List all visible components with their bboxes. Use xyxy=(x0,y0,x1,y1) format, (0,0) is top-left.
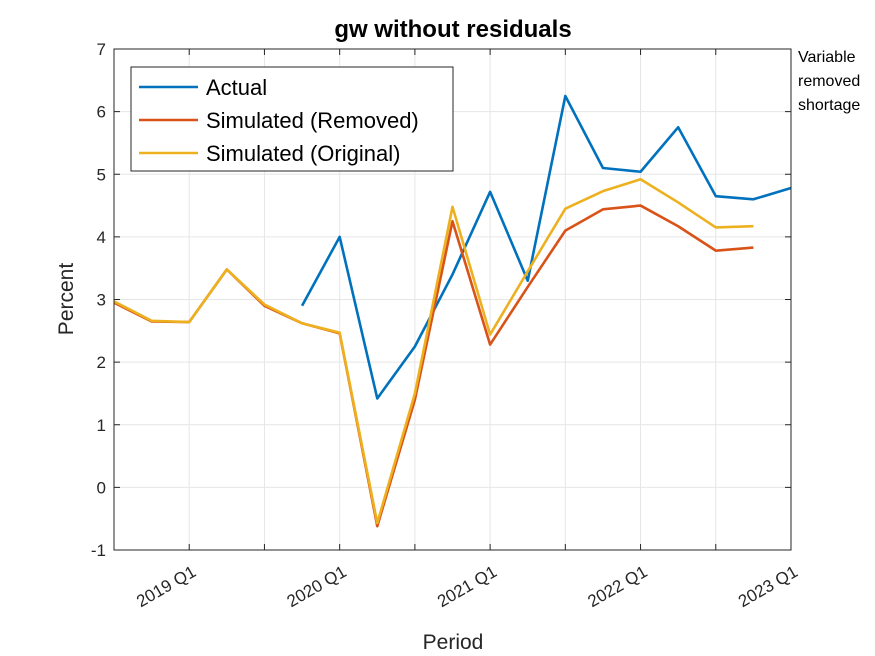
y-axis: -1 0 1 2 3 4 5 6 7 xyxy=(91,40,791,560)
y-tick-label: 1 xyxy=(97,416,106,435)
x-tick-label: 2021 Q1 xyxy=(434,562,500,611)
side-note-line-2: removed xyxy=(798,73,860,90)
chart-title: gw without residuals xyxy=(334,16,571,43)
legend-label-1: Actual xyxy=(206,75,267,100)
x-tick-label: 2022 Q1 xyxy=(585,562,651,611)
x-tick-label: 2020 Q1 xyxy=(284,562,350,611)
y-tick-label: 4 xyxy=(97,228,106,247)
series-line-1 xyxy=(300,94,792,400)
series-line-3 xyxy=(113,177,754,525)
y-tick-label: 2 xyxy=(97,353,106,372)
y-tick-label: -1 xyxy=(91,541,106,560)
x-tick-label: 2019 Q1 xyxy=(133,562,199,611)
x-axis-title: Period xyxy=(423,631,484,654)
side-note-line-1: Variable xyxy=(798,49,856,66)
y-tick-label: 6 xyxy=(97,103,106,122)
y-tick-label: 0 xyxy=(97,478,106,497)
legend-label-3: Simulated (Original) xyxy=(206,141,400,166)
legend: Actual Simulated (Removed) Simulated (Orig… xyxy=(130,66,454,172)
y-tick-label: 7 xyxy=(97,40,106,59)
side-note-line-3: shortage xyxy=(798,97,860,114)
y-axis-title: Percent xyxy=(55,263,78,336)
y-tick-label: 5 xyxy=(97,165,106,184)
x-tick-label: 2023 Q1 xyxy=(735,562,801,611)
side-note: Variable removed shortage xyxy=(798,49,860,114)
legend-label-2: Simulated (Removed) xyxy=(206,108,419,133)
y-tick-label: 3 xyxy=(97,291,106,310)
series-lines xyxy=(113,94,792,528)
